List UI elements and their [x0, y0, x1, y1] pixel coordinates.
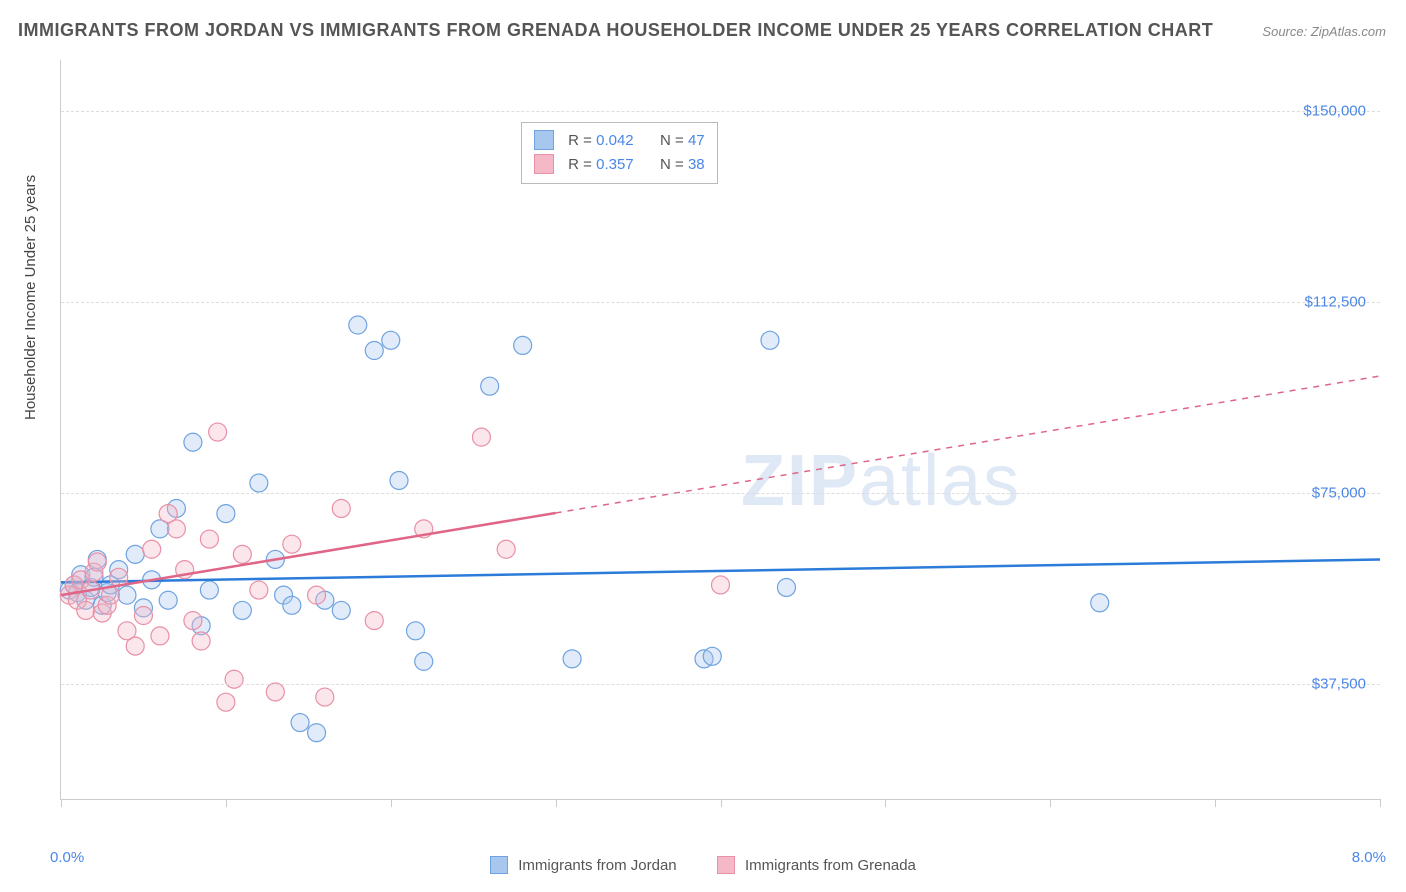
n-value-b: 38	[688, 156, 705, 173]
correlation-row-b: R = 0.357 N = 38	[534, 153, 705, 177]
correlation-row-a: R = 0.042 N = 47	[534, 129, 705, 153]
y-tick-label: $37,500	[1312, 676, 1366, 693]
swatch-series-a	[534, 130, 554, 150]
legend-label-a: Immigrants from Jordan	[518, 857, 676, 874]
legend-bottom: Immigrants from Jordan Immigrants from G…	[0, 856, 1406, 874]
chart-title: IMMIGRANTS FROM JORDAN VS IMMIGRANTS FRO…	[18, 20, 1213, 41]
n-value-a: 47	[688, 132, 705, 149]
y-tick-label: $75,000	[1312, 485, 1366, 502]
n-label: N =	[660, 132, 684, 149]
n-label: N =	[660, 156, 684, 173]
chart-container: IMMIGRANTS FROM JORDAN VS IMMIGRANTS FRO…	[0, 0, 1406, 892]
y-axis-title: Householder Income Under 25 years	[22, 175, 39, 420]
legend-item-b: Immigrants from Grenada	[717, 856, 916, 874]
correlation-legend-box: R = 0.042 N = 47 R = 0.357 N = 38	[521, 122, 718, 184]
r-value-a: 0.042	[596, 132, 634, 149]
swatch-series-a-icon	[490, 856, 508, 874]
r-value-b: 0.357	[596, 156, 634, 173]
source-attribution: Source: ZipAtlas.com	[1262, 24, 1386, 39]
source-value: ZipAtlas.com	[1311, 24, 1386, 39]
legend-item-a: Immigrants from Jordan	[490, 856, 677, 874]
source-label: Source:	[1262, 24, 1307, 39]
plot-svg	[61, 60, 1380, 799]
swatch-series-b-icon	[717, 856, 735, 874]
plot-area: ZIPatlas R = 0.042 N = 47 R = 0.357 N = …	[60, 60, 1380, 800]
legend-label-b: Immigrants from Grenada	[745, 857, 916, 874]
y-tick-label: $112,500	[1305, 294, 1366, 311]
y-tick-label: $150,000	[1303, 102, 1366, 119]
r-label: R =	[568, 156, 592, 173]
r-label: R =	[568, 132, 592, 149]
swatch-series-b	[534, 154, 554, 174]
